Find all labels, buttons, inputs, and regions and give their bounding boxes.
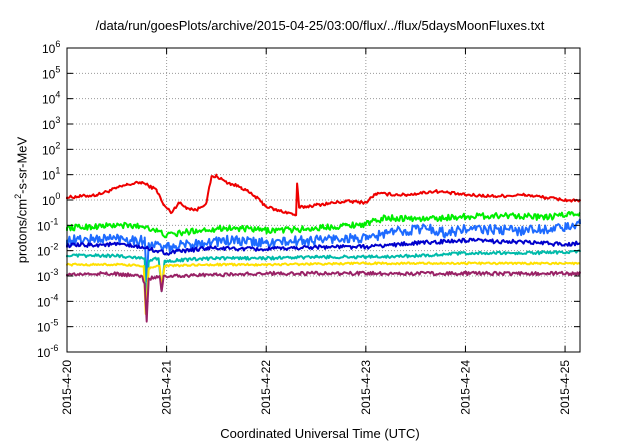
y-tick-label: 101 [42,166,60,183]
x-tick-label: 2015-4-24 [458,360,472,415]
y-tick-label: 103 [42,115,60,132]
grid [67,48,580,352]
tick-layer: 106 105 104 103 102 101 100 10-1 10-2 10-3 10-4 10-… [37,39,580,415]
y-tick-label: 105 [42,64,60,81]
series-line [66,210,581,239]
series-line [66,237,581,256]
y-axis-label: protons/cm2-s-sr-MeV [13,136,30,264]
series-line [66,218,581,283]
y-tick-label: 100 [42,191,60,208]
x-tick-label: 2015-4-21 [160,360,174,415]
series-line [66,270,581,323]
plot-frame [66,47,581,353]
series-line [66,173,581,217]
x-tick-label: 2015-4-23 [359,360,373,415]
y-tick-label: 10-6 [37,343,58,360]
y-tick-label: 10-3 [37,267,58,284]
y-tick-label: 10-2 [37,242,58,259]
y-tick-label: 102 [42,140,60,157]
y-tick-label: 10-5 [37,318,58,335]
x-axis-label: Coordinated Universal Time (UTC) [220,426,420,441]
series-line [66,249,581,313]
series-layer [66,173,581,323]
chart-title: /data/run/goesPlots/archive/2015-04-25/0… [95,18,545,33]
y-tick-label: 10-1 [37,216,58,233]
x-tick-label: 2015-4-25 [558,360,572,415]
x-tick-label: 2015-4-22 [259,360,273,415]
series-line [66,261,581,315]
y-tick-label: 106 [42,39,60,56]
x-tick-label: 2015-4-20 [60,360,74,415]
y-tick-label: 10-4 [37,292,58,309]
y-tick-label: 104 [42,90,60,107]
